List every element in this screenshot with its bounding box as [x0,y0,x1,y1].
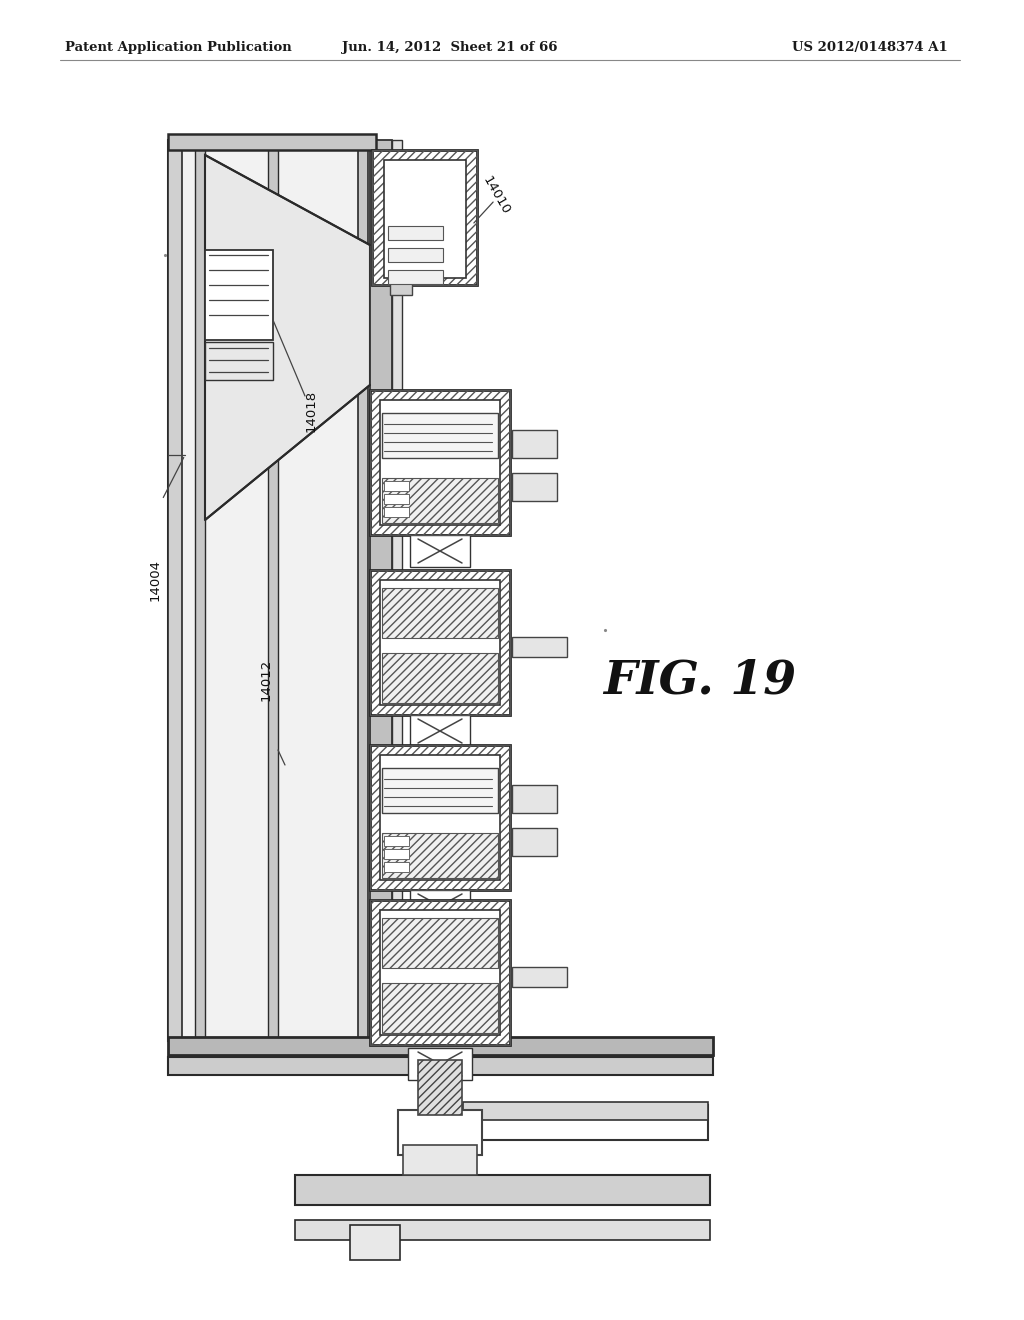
Text: US 2012/0148374 A1: US 2012/0148374 A1 [793,41,948,54]
Bar [388,248,443,261]
Bar [168,1057,713,1074]
Text: 14012: 14012 [260,659,273,701]
Bar [403,1144,477,1175]
Bar [384,836,409,846]
Bar [384,507,409,517]
Bar [410,890,470,921]
Bar [168,1038,713,1055]
Bar [382,412,498,458]
Bar [463,1105,708,1140]
Bar [380,755,500,880]
Bar [390,275,412,294]
Bar [370,140,392,1040]
Bar [382,478,498,523]
Bar [512,828,557,855]
Bar [382,917,498,968]
Bar [380,400,500,525]
Bar [370,744,510,890]
Bar [388,226,443,240]
Bar [295,1175,710,1205]
Bar [384,862,409,873]
Bar [205,249,273,341]
Polygon shape [205,154,370,520]
Bar [512,966,567,986]
Bar [380,909,500,1035]
Bar [384,160,466,279]
Bar [382,983,498,1034]
Bar [382,767,498,813]
Bar [268,140,278,1040]
Bar [168,140,182,1040]
Bar [195,140,205,1040]
Bar [384,480,409,491]
Bar [168,140,376,1040]
Bar [370,570,510,715]
Text: Jun. 14, 2012  Sheet 21 of 66: Jun. 14, 2012 Sheet 21 of 66 [342,41,558,54]
Bar [350,1225,400,1261]
Text: 14010: 14010 [480,173,512,216]
Text: 14018: 14018 [305,389,318,432]
Bar [418,1060,462,1115]
Bar [372,150,477,285]
Bar [408,1048,472,1080]
Bar [382,653,498,704]
Bar [372,150,477,285]
Text: 14008: 14008 [430,189,462,231]
Bar [392,140,402,1040]
Bar [370,900,510,1045]
Text: 14004: 14004 [150,558,162,601]
Bar [380,579,500,705]
Bar [370,900,510,1045]
Bar [370,744,510,890]
Bar [168,135,376,150]
Bar [512,636,567,656]
Bar [410,535,470,568]
Bar [410,715,470,747]
Bar [382,833,498,878]
Bar [370,389,510,535]
Text: Patent Application Publication: Patent Application Publication [65,41,292,54]
Bar [370,570,510,715]
Bar [398,1110,482,1155]
Bar [388,271,443,284]
Bar [358,140,368,1040]
Bar [205,342,273,380]
Bar [512,473,557,500]
Bar [512,429,557,458]
Bar [295,1220,710,1239]
Bar [463,1102,708,1119]
Bar [384,494,409,504]
Text: FIG. 19: FIG. 19 [603,657,797,704]
Bar [512,784,557,813]
Bar [370,389,510,535]
Bar [384,849,409,859]
Bar [382,587,498,638]
Text: 14014: 14014 [395,194,427,236]
